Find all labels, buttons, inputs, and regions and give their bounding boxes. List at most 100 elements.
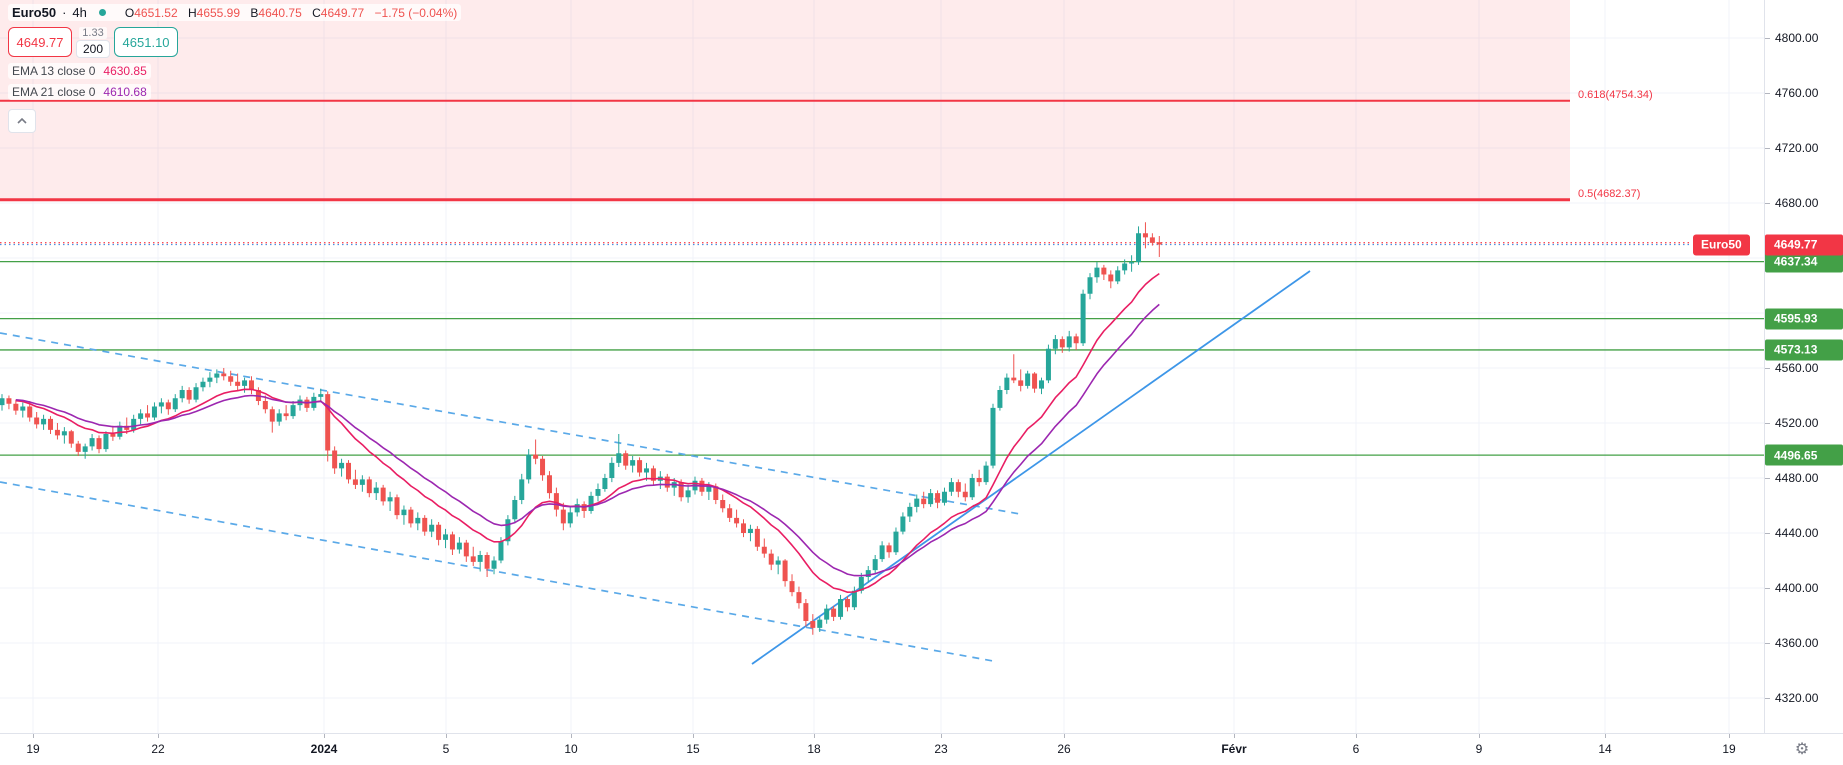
buy-button[interactable]: 4651.10 [114,27,179,57]
candle-body [734,517,740,524]
candle-body [727,508,733,518]
candle-body [110,434,116,437]
candle-body [962,491,968,498]
candle-body [879,545,885,560]
candle-body [124,425,130,430]
fib-level-label: 0.5(4682.37) [1578,187,1641,200]
candle-body [678,482,684,498]
candle-body [810,621,816,628]
candle-body [948,482,954,492]
price-axis-label: 4560.00 [1775,361,1819,375]
candle-body [228,376,234,382]
candle-body [872,559,878,571]
candle-body [207,377,213,382]
price-tick [1765,643,1770,644]
price-tick [1765,478,1770,479]
symbol-name: Euro50 [12,5,57,20]
candle-body [782,560,788,582]
candle-body [96,438,102,450]
candle-body [637,460,643,473]
candle-body [1032,373,1038,389]
candle-body [761,546,767,554]
candle-body [262,401,268,410]
descending-channel-dashed-line[interactable] [0,481,994,662]
candle-body [373,487,379,494]
price-axis-label: 4400.00 [1775,581,1819,595]
candle-body [851,590,857,608]
candle-body [470,556,476,562]
candle-body [643,468,649,473]
candle-body [775,560,781,565]
candle-body [463,542,469,557]
spread-value: 1.33 [79,27,107,39]
ascending-trendline[interactable] [751,270,1311,665]
time-tick [158,734,159,738]
candle-body [193,387,199,400]
ema-13-line [15,272,1160,594]
candle-body [172,398,178,410]
time-axis-label: 2024 [310,742,338,756]
candle-body [533,454,539,459]
candle-body [6,398,12,404]
bid-ask-row: 4649.77 1.33 200 4651.10 [8,27,461,58]
candle-body [20,406,26,411]
candle-body [415,517,421,524]
candle-body [436,524,442,540]
candle-body [242,380,248,386]
candle-body [720,500,726,509]
time-tick [941,734,942,738]
candle-body [976,478,982,483]
time-tick [1479,734,1480,738]
candle-body [186,390,192,400]
candle-body [609,462,615,478]
candle-body [1039,380,1044,389]
time-axis-label: 19 [26,742,40,756]
price-axis[interactable]: 4800.00 4760.00 4720.00 4680.00 4560.00 4520.… [1764,0,1843,733]
candle-body [325,394,331,451]
time-axis-label: 22 [151,742,165,756]
collapse-legend-button[interactable] [8,109,36,133]
descending-channel-dashed-line[interactable] [0,332,1021,515]
indicator-row-ema13[interactable]: EMA 13 close 0 4630.85 [8,63,461,79]
candle-body [283,413,289,417]
candle-body [34,417,40,425]
price-tick [1765,93,1770,94]
candle-body [754,528,760,547]
candle-body [831,608,837,617]
timeframe-label[interactable]: 4h [72,5,87,20]
candle-body [955,482,961,492]
price-tick [1765,588,1770,589]
time-axis[interactable]: 19 22 2024 5 10 15 18 23 26 Févr 6 9 14 19 [0,733,1843,765]
candle-body [1129,262,1135,264]
candle-body [664,476,670,488]
symbol-row[interactable]: Euro50 · 4h O4651.52 H4655.99 B4640.75 C… [8,4,462,21]
candle-body [1108,274,1114,282]
time-axis-label: 19 [1722,742,1736,756]
candle-body [200,381,206,388]
candle-body [394,497,400,516]
time-tick [1729,734,1730,738]
time-tick [1234,734,1235,738]
candle-body [630,460,636,466]
candle-body [145,413,151,418]
candle-body [623,453,629,466]
price-axis-label: 4800.00 [1775,31,1819,45]
indicator-row-ema21[interactable]: EMA 21 close 0 4610.68 [8,84,461,100]
candle-body [893,531,899,553]
change-value: −1.75 (−0.04%) [374,5,458,20]
candle-body [1149,237,1155,243]
sell-button[interactable]: 4649.77 [8,27,72,57]
candle-body [935,493,941,503]
candle-body [546,475,552,494]
ema21-name: EMA 21 close 0 [12,85,96,99]
candle-body [1004,377,1010,390]
time-axis-settings-button[interactable]: ⚙ [1790,737,1814,761]
candle-body [1122,263,1128,271]
candle-body [1156,242,1162,245]
candle-body [519,479,525,500]
candle-body [907,506,913,517]
candle-body [61,431,67,436]
candle-body [1080,293,1086,344]
